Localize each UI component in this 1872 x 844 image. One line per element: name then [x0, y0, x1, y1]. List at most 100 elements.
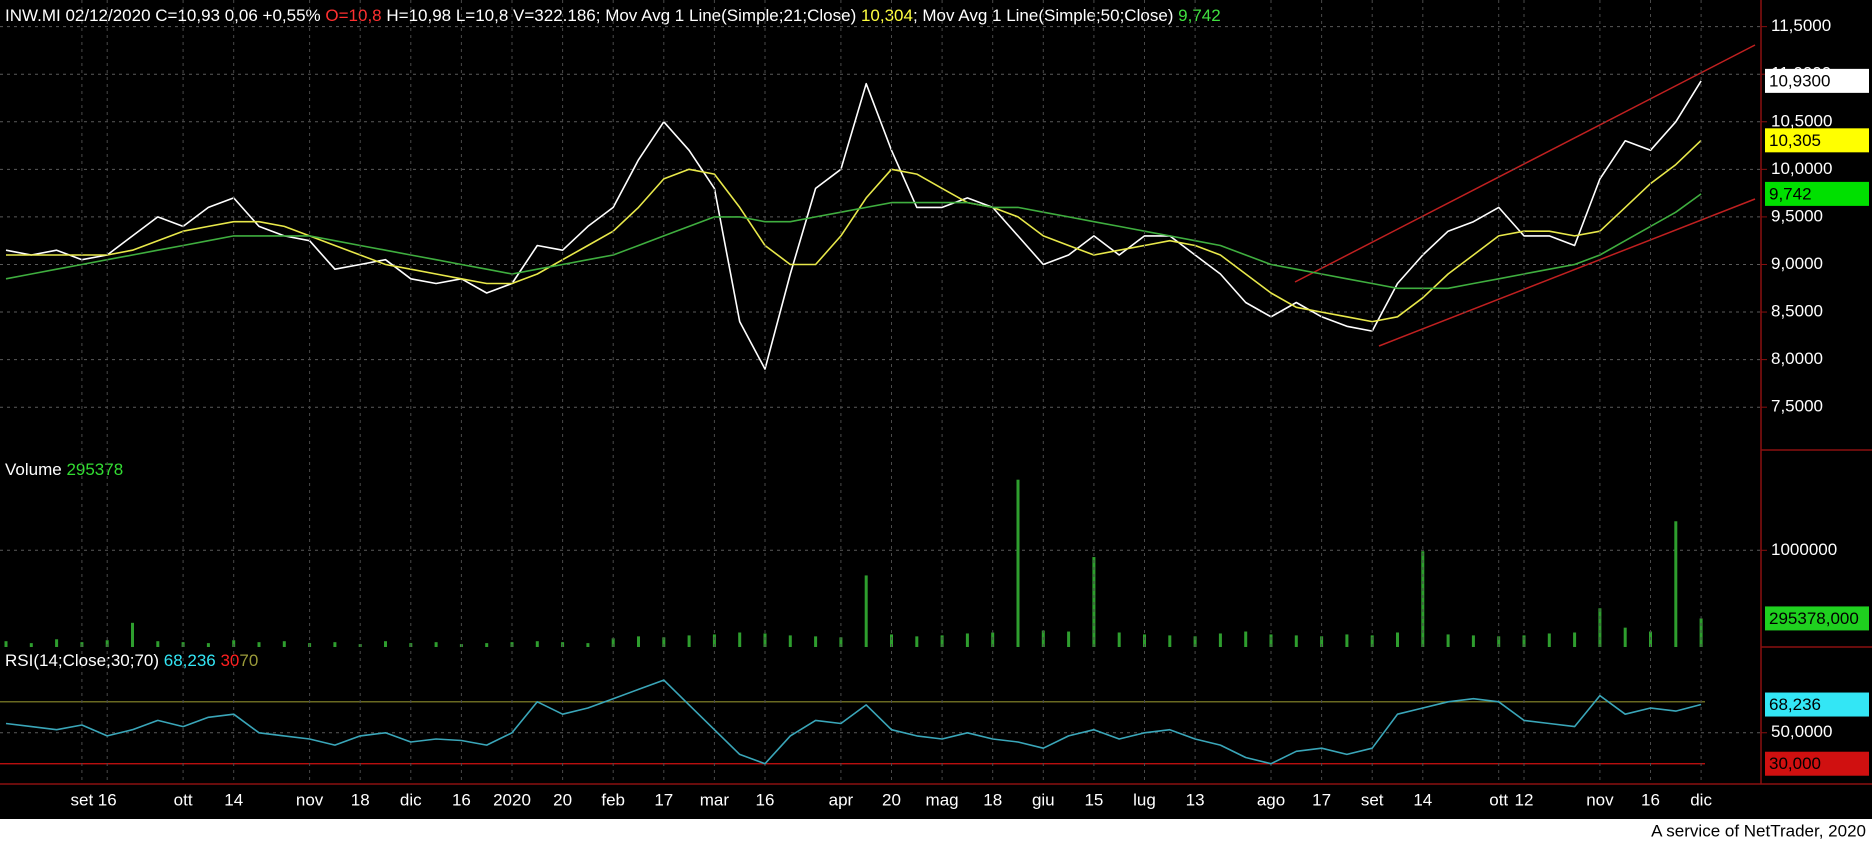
footer: A service of NetTrader, 2020 [1651, 821, 1866, 840]
x-tick-label: 16 [452, 790, 471, 809]
x-tick-label: 15 [1084, 790, 1103, 809]
x-tick-label: set [71, 790, 94, 809]
legend-entry: 68,236 [164, 651, 216, 670]
bar [1522, 635, 1526, 647]
x-tick-label: 20 [882, 790, 901, 809]
bar [1370, 635, 1374, 647]
y-tick-label: 8,5000 [1771, 302, 1823, 321]
last-value-label-box [1765, 692, 1869, 717]
y-tick-label: 9,5000 [1771, 206, 1823, 225]
bar [637, 636, 640, 647]
last-value-label-box [1765, 181, 1869, 206]
last-value-label: 295378,000 [1769, 609, 1859, 628]
footer-band [0, 819, 1872, 844]
legend: Volume 295378 [5, 460, 123, 479]
x-tick-label: apr [829, 790, 854, 809]
x-tick-label: mar [700, 790, 730, 809]
x-tick-label: dic [400, 790, 422, 809]
last-value-label-box [1765, 128, 1869, 153]
legend-entry: Volume [5, 460, 66, 479]
legend-entry: ; Mov Avg 1 Line(Simple;50;Close) [913, 6, 1178, 25]
x-tick-label: ott [174, 790, 193, 809]
x-tick-label: 16 [98, 790, 117, 809]
bar [1421, 551, 1425, 647]
bar [788, 635, 792, 647]
bar [1320, 636, 1324, 647]
bar [1269, 634, 1273, 647]
reference-label: 30,000 [1769, 754, 1821, 773]
last-value-label-box [1765, 606, 1869, 631]
data-line [6, 139, 1702, 323]
bar [965, 633, 969, 647]
bar [1623, 627, 1627, 647]
x-tick-label: nov [296, 790, 324, 809]
x-tick-label: ott [1489, 790, 1508, 809]
legend: INW.MI 02/12/2020 C=10,93 0,06 +0,55% O=… [5, 6, 1221, 25]
trend-line [1378, 198, 1756, 347]
bar [384, 641, 387, 647]
y-tick-label: 11,5000 [1771, 16, 1831, 35]
bar [940, 635, 944, 647]
reference-label-box [1765, 751, 1869, 776]
data-line [5, 679, 1702, 765]
x-tick-label: 14 [1413, 790, 1432, 809]
x-tick-label: 16 [756, 790, 775, 809]
bar [586, 643, 590, 647]
y-tick-label: 1000000 [1771, 540, 1837, 559]
legend-entry: O=10,8 [325, 6, 381, 25]
x-tick-label: set [1361, 790, 1384, 809]
bar [611, 638, 615, 647]
x-tick-label: feb [601, 790, 625, 809]
x-tick-label: 13 [1186, 790, 1205, 809]
bar [131, 622, 134, 647]
legend: RSI(14;Close;30;70) 68,236 3070 [5, 651, 258, 670]
bar [1471, 635, 1475, 647]
y-tick-label: 50,0000 [1771, 722, 1832, 741]
bar [814, 636, 818, 647]
bar [864, 575, 868, 647]
last-value-label: 10,9300 [1769, 71, 1830, 90]
bar [839, 637, 843, 647]
legend-entry: 70 [239, 651, 258, 670]
bar [485, 643, 489, 647]
x-tick-label: giu [1032, 790, 1055, 809]
bar [206, 643, 210, 647]
last-value-label: 10,305 [1769, 131, 1821, 150]
trend-line [1294, 44, 1756, 283]
bar [105, 640, 109, 647]
x-tick-label: 20 [553, 790, 572, 809]
x-tick-label: 14 [224, 790, 243, 809]
bar [55, 639, 59, 647]
bar [1396, 632, 1399, 647]
y-tick-label: 9,0000 [1771, 254, 1823, 273]
legend-entry: RSI(14;Close;30;70) [5, 651, 164, 670]
legend-entry: 30 [216, 651, 240, 670]
bar [763, 633, 767, 647]
bar [434, 642, 438, 647]
bar [1117, 632, 1121, 647]
bar [29, 643, 33, 647]
bar [1244, 631, 1248, 647]
bar [890, 634, 893, 647]
legend-entry: 10,304 [861, 6, 913, 25]
data-line [5, 193, 1702, 290]
bar [662, 637, 666, 647]
bar [712, 634, 716, 647]
y-tick-label: 7,5000 [1771, 397, 1823, 416]
last-value-label: 9,742 [1769, 184, 1812, 203]
bar [1067, 631, 1071, 647]
bar [738, 632, 742, 647]
legend-entry: 295378 [66, 460, 123, 479]
bar [1218, 633, 1222, 647]
x-tick-label: 2020 [493, 790, 531, 809]
x-tick-label: 18 [983, 790, 1002, 809]
bar [257, 642, 261, 647]
x-tick-label: nov [1586, 790, 1614, 809]
x-tick-label: dic [1690, 790, 1712, 809]
bar [1143, 634, 1146, 647]
last-value-label: 68,236 [1769, 695, 1821, 714]
bar [1573, 632, 1577, 647]
